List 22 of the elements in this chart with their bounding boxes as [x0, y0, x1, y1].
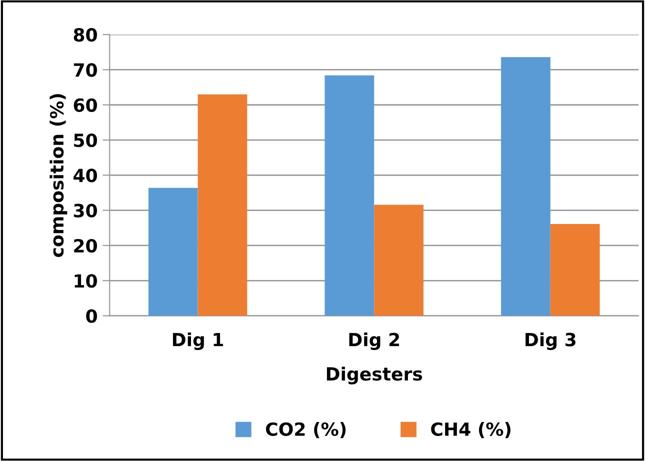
bar [324, 75, 374, 316]
y-tick-label: 80 [74, 28, 97, 42]
y-axis-title: composition (%) [50, 94, 68, 257]
y-tick-label: 50 [74, 133, 97, 148]
bar [374, 204, 424, 316]
legend-label: CO2 (%) [266, 422, 346, 438]
bar [501, 57, 550, 316]
y-tick-label: 10 [74, 274, 97, 288]
y-tick-label: 60 [74, 98, 97, 112]
x-axis-title: Digesters [326, 366, 422, 384]
x-tick-label: Dig 1 [172, 332, 224, 350]
bar [198, 94, 248, 316]
legend-label: CH4 (%) [431, 422, 510, 438]
bar [550, 224, 600, 316]
y-tick-label: 40 [74, 168, 97, 182]
x-tick-label: Dig 2 [349, 332, 400, 350]
x-tick-label: Dig 3 [526, 332, 576, 350]
bar [148, 188, 198, 316]
y-tick-label: 70 [74, 63, 97, 77]
y-tick-label: 30 [74, 204, 97, 218]
y-tick-label: 0 [86, 309, 97, 323]
y-tick-label: 20 [74, 238, 97, 253]
